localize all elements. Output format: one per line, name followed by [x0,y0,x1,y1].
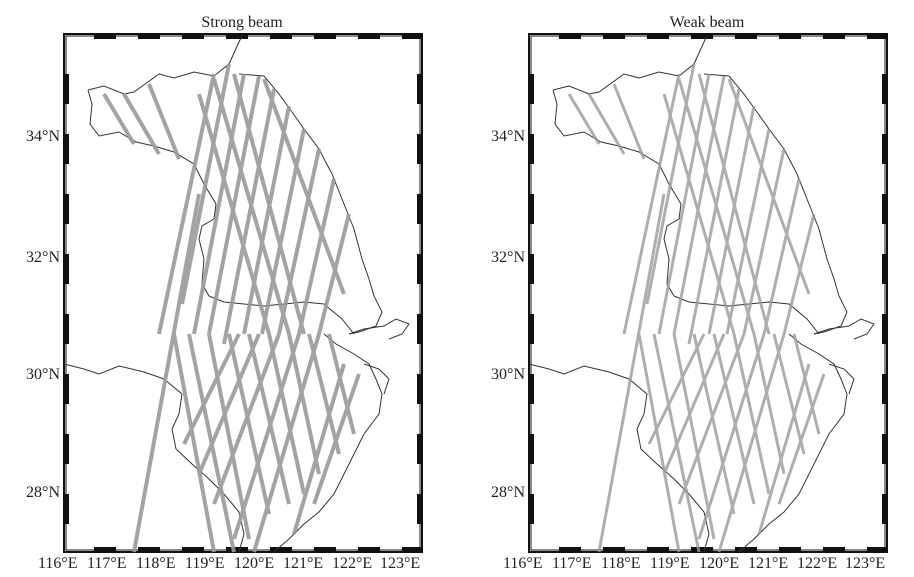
lat-label: 28°N [26,484,60,501]
lat-label: 30°N [491,366,525,383]
lon-label: 121°E [283,555,324,572]
strong-beam-panel: Strong beam 34°N 32°N 30°N 28°N [0,0,423,577]
lat-label: 32°N [491,249,525,266]
weak-beam-panel: Weak beam 34°N 32°N 30°N 28°N [465,0,888,577]
panel-title: Strong beam [201,14,283,31]
panel-title: Weak beam [669,14,745,31]
lon-label: 117°E [87,555,127,572]
lon-label: 120°E [234,555,275,572]
lat-label: 34°N [26,128,60,145]
lon-label: 116°E [503,555,543,572]
lon-label: 116°E [38,555,78,572]
lon-label: 120°E [699,555,740,572]
lat-label: 28°N [491,484,525,501]
lon-label: 118°E [601,555,641,572]
lon-label: 119°E [185,555,225,572]
lon-label: 122°E [332,555,373,572]
lat-label: 32°N [26,249,60,266]
lon-label: 123°E [845,555,886,572]
lon-label: 121°E [748,555,789,572]
lon-label: 118°E [136,555,176,572]
lon-label: 119°E [650,555,690,572]
weak-beam-map [528,33,888,553]
lat-label: 30°N [26,366,60,383]
lon-label: 123°E [380,555,421,572]
strong-beam-map [63,33,423,553]
lat-label: 34°N [491,128,525,145]
lon-label: 122°E [797,555,838,572]
lon-label: 117°E [552,555,592,572]
